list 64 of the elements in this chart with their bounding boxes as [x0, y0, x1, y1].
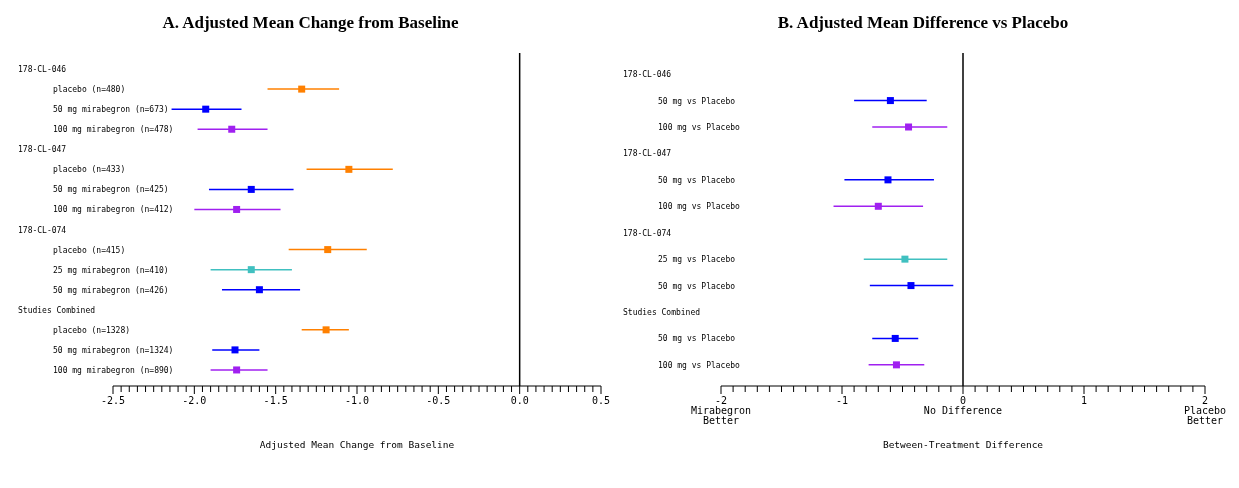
y-tick-label: 50 mg mirabegron (n=673) [53, 105, 169, 115]
y-tick-label: 100 mg mirabegron (n=412) [53, 205, 174, 215]
point [891, 334, 899, 342]
point [202, 105, 210, 113]
y-tick-label: placebo (n=433) [53, 165, 126, 175]
chart-title: B. Adjusted Mean Difference vs Placebo [776, 12, 1070, 34]
y-tick-label: placebo (n=415) [53, 245, 126, 255]
y-tick-label: 25 mg mirabegron (n=410) [53, 265, 169, 275]
x-tick-label: 2 Placebo Better [1183, 395, 1227, 426]
y-tick-label: placebo (n=1328) [53, 325, 131, 335]
y-tick-label: 25 mg vs Placebo [658, 255, 736, 265]
x-tick-label: 0.0 [510, 395, 529, 406]
y-tick-label: placebo (n=480) [53, 85, 126, 95]
point [228, 125, 236, 133]
x-tick-label: -2 Mirabegron Better [690, 395, 752, 426]
y-tick-label: 100 mg vs Placebo [658, 123, 741, 132]
point [884, 176, 892, 184]
y-tick-label: 50 mg vs Placebo [658, 281, 736, 291]
x-axis-title: Between-Treatment Difference [882, 439, 1044, 450]
text: 178-CL-046 [18, 65, 67, 75]
x-tick-label: -2.5 [100, 395, 126, 406]
x-tick-label: -0.5 [426, 395, 451, 406]
x-tick-label: -1 [835, 395, 849, 406]
text: Studies Combined [18, 305, 96, 315]
x-tick-label: -1.5 [263, 395, 288, 406]
text: 178-CL-074 [18, 225, 67, 235]
y-tick-label: 50 mg vs Placebo [658, 96, 736, 106]
point [233, 205, 241, 213]
point [886, 97, 894, 105]
text: 178-CL-047 [18, 145, 67, 155]
point [231, 346, 239, 354]
x-tick-label: 0.5 [591, 395, 611, 406]
y-tick-label: 50 mg vs Placebo [658, 175, 736, 185]
point [247, 266, 255, 274]
point [298, 85, 306, 93]
point [322, 326, 330, 334]
text: 178-CL-046 [623, 70, 672, 80]
point [255, 286, 263, 294]
y-tick-label: 50 mg mirabegron (n=426) [53, 285, 169, 295]
y-tick-label: 50 mg mirabegron (n=425) [53, 185, 169, 195]
x-tick-label: 1 [1080, 395, 1088, 406]
point [345, 165, 353, 173]
x-tick-label: 0 No Difference [923, 395, 1003, 416]
text: Studies Combined [623, 308, 701, 317]
x-axis-title: Adjusted Mean Change from Baseline [259, 439, 455, 450]
point [892, 361, 900, 369]
y-tick-label: 100 mg vs Placebo [658, 202, 741, 212]
point [905, 123, 913, 131]
x-tick-label: -2.0 [182, 395, 207, 406]
text: 178-CL-047 [623, 149, 672, 159]
chart-title: A. Adjusted Mean Change from Baseline [161, 12, 460, 34]
point [233, 366, 241, 374]
y-tick-label: 100 mg vs Placebo [658, 360, 741, 370]
point [247, 185, 255, 193]
point [874, 202, 882, 210]
point [901, 255, 909, 263]
text: 178-CL-074 [623, 228, 672, 238]
y-tick-label: 100 mg mirabegron (n=890) [53, 365, 174, 375]
y-tick-label: 50 mg mirabegron (n=1324) [53, 345, 174, 355]
x-tick-label: -1.0 [344, 395, 370, 406]
point [324, 246, 332, 254]
y-tick-label: 50 mg vs Placebo [658, 334, 736, 344]
y-tick-label: 100 mg mirabegron (n=478) [53, 125, 174, 135]
point [907, 282, 915, 290]
